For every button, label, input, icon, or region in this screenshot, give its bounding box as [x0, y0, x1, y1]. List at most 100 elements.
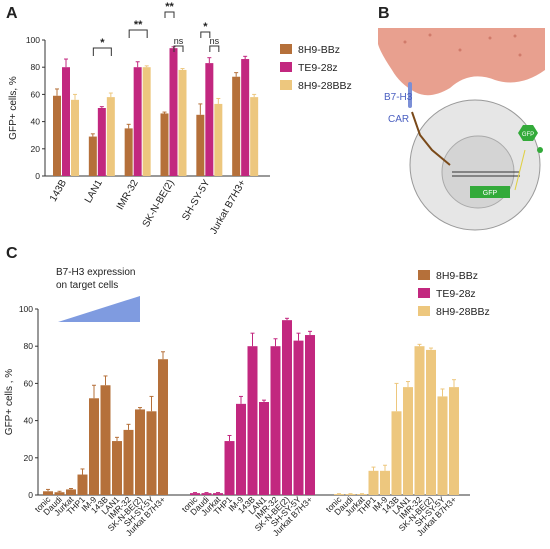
chart-a-bar	[196, 114, 205, 176]
chart-c-legend-swatch	[418, 270, 430, 280]
chart-a-legend-label: 8H9-BBz	[298, 44, 340, 56]
chart-c-legend-swatch	[418, 306, 430, 316]
chart-a-category-label: IMR-32	[115, 178, 141, 212]
chart-a-legend-swatch	[280, 80, 292, 90]
chart-c-bar	[201, 493, 212, 495]
diagram-b: B7-H3 CAR GFP GFP	[378, 28, 545, 231]
chart-c-bar	[100, 385, 111, 495]
chart-a-y-tick-label: 100	[26, 35, 40, 45]
chart-c-legend-label: 8H9-BBz	[436, 270, 478, 282]
chart-c-bars	[43, 317, 459, 495]
membrane-dot	[518, 53, 522, 57]
chart-c-bar	[282, 320, 292, 495]
chart-c-bar	[66, 489, 76, 495]
panel-label-c: C	[6, 245, 18, 262]
b7h3-label: B7-H3	[384, 92, 413, 103]
gfp-protein	[518, 125, 538, 141]
chart-a-legend-label: 8H9-28BBz	[298, 80, 352, 92]
chart-a-significance-bracket	[200, 31, 211, 38]
chart-a-significance-label: ns	[174, 36, 184, 46]
chart-a-category-label: LAN1	[83, 178, 105, 206]
chart-c-bar	[305, 335, 315, 495]
panel-label-a: A	[6, 5, 18, 22]
chart-a-legend-swatch	[280, 62, 292, 72]
expression-annotation-line1: B7-H3 expression	[56, 267, 135, 278]
gfp-gene-label: GFP	[483, 190, 498, 197]
chart-a-category-label: 143B	[48, 178, 69, 204]
chart-a-bar	[71, 99, 79, 176]
gfp-expression-arrow	[514, 149, 526, 191]
chart-c-bar	[449, 387, 459, 495]
chart-c-bar	[190, 493, 200, 495]
chart-a-bar	[205, 63, 214, 177]
chart-a-category-label: SK-N-BE(2)	[141, 178, 177, 229]
chart-c-bar	[414, 346, 425, 495]
chart-a-bar	[142, 67, 151, 176]
chart-c-y-tick-label: 20	[24, 453, 34, 463]
gfp-protein-label: GFP	[522, 132, 534, 138]
chart-c-bar	[259, 402, 269, 495]
chart-c-y-label: GFP+ cells , %	[4, 369, 15, 436]
chart-c-legend-label: 8H9-28BBz	[436, 306, 490, 318]
chart-c-bar	[293, 340, 304, 495]
membrane-dot	[488, 36, 492, 40]
chart-a-bar	[97, 108, 106, 176]
b7h3-receptor	[408, 82, 412, 108]
chart-a-legend-label: TE9-28z	[298, 62, 338, 74]
chart-a-significance-label: ns	[210, 36, 220, 46]
chart-a-bar	[250, 97, 259, 176]
membrane-dot	[403, 40, 407, 44]
chart-c-bar	[334, 494, 344, 495]
chart-c-y-tick-label: 80	[24, 341, 34, 351]
chart-c-bar	[270, 346, 281, 495]
chart-a-significance: *****ns*ns	[92, 1, 220, 56]
chart-c-bar	[43, 491, 53, 495]
chart-a-bar	[124, 128, 133, 176]
chart-c-legend: 8H9-BBz TE9-28z 8H9-28BBz	[418, 270, 490, 318]
car-label: CAR	[388, 114, 409, 125]
chart-c-y-tick-label: 60	[24, 378, 34, 388]
chart-c-bar	[54, 492, 65, 495]
chart-c-bar	[391, 411, 402, 495]
chart-a-significance-label: **	[134, 19, 143, 31]
chart-a: 0 20 40 60 80 100 GFP+ cells, % 143B LAN1 IMR-3…	[8, 1, 352, 236]
chart-c-bar	[236, 403, 246, 495]
target-cell-membrane	[378, 28, 545, 96]
chart-a-bar	[160, 113, 169, 176]
chart-a-bars	[53, 46, 259, 177]
chart-a-significance-bracket	[164, 11, 175, 18]
chart-c-categories: tonicDaudiJurkatTHP1IM-9143BLAN1IMR-32SK…	[33, 494, 459, 538]
chart-a-significance-label: *	[203, 21, 208, 33]
chart-a-bar	[106, 97, 115, 176]
chart-a-y-tick-label: 0	[35, 171, 40, 181]
chart-c-bar	[345, 494, 356, 495]
car-signal-path	[411, 111, 451, 166]
membrane-dot	[513, 34, 517, 38]
chart-c-bar	[213, 493, 223, 495]
chart-a-category-label: Jurkat B7H3+	[208, 178, 248, 236]
chart-a-bar	[133, 67, 142, 176]
chart-c-bar	[146, 411, 157, 495]
chart-a-y-tick-label: 60	[31, 89, 41, 99]
chart-c-bar	[89, 398, 99, 495]
expression-gradient-triangle	[58, 296, 140, 322]
chart-c-y-tick-label: 0	[28, 490, 33, 500]
chart-a-significance-bracket	[128, 29, 148, 38]
chart-a-bar	[241, 59, 250, 176]
gfp-molecule	[537, 147, 543, 153]
chart-c-bar	[123, 429, 134, 495]
chart-c-bar	[357, 494, 367, 495]
chart-a-significance-bracket	[173, 45, 184, 52]
chart-c-legend-swatch	[418, 288, 430, 298]
chart-c-bar	[224, 441, 235, 495]
chart-c-bar	[247, 346, 258, 495]
chart-a-significance-label: *	[100, 37, 105, 49]
chart-a-bar	[53, 95, 61, 176]
chart-c-bar	[368, 470, 379, 495]
chart-c-bar	[158, 359, 168, 495]
gfp-gene	[470, 186, 510, 198]
chart-a-bar	[178, 69, 187, 176]
chart-c-bar	[380, 470, 390, 495]
expression-annotation-line2: on target cells	[56, 280, 118, 291]
